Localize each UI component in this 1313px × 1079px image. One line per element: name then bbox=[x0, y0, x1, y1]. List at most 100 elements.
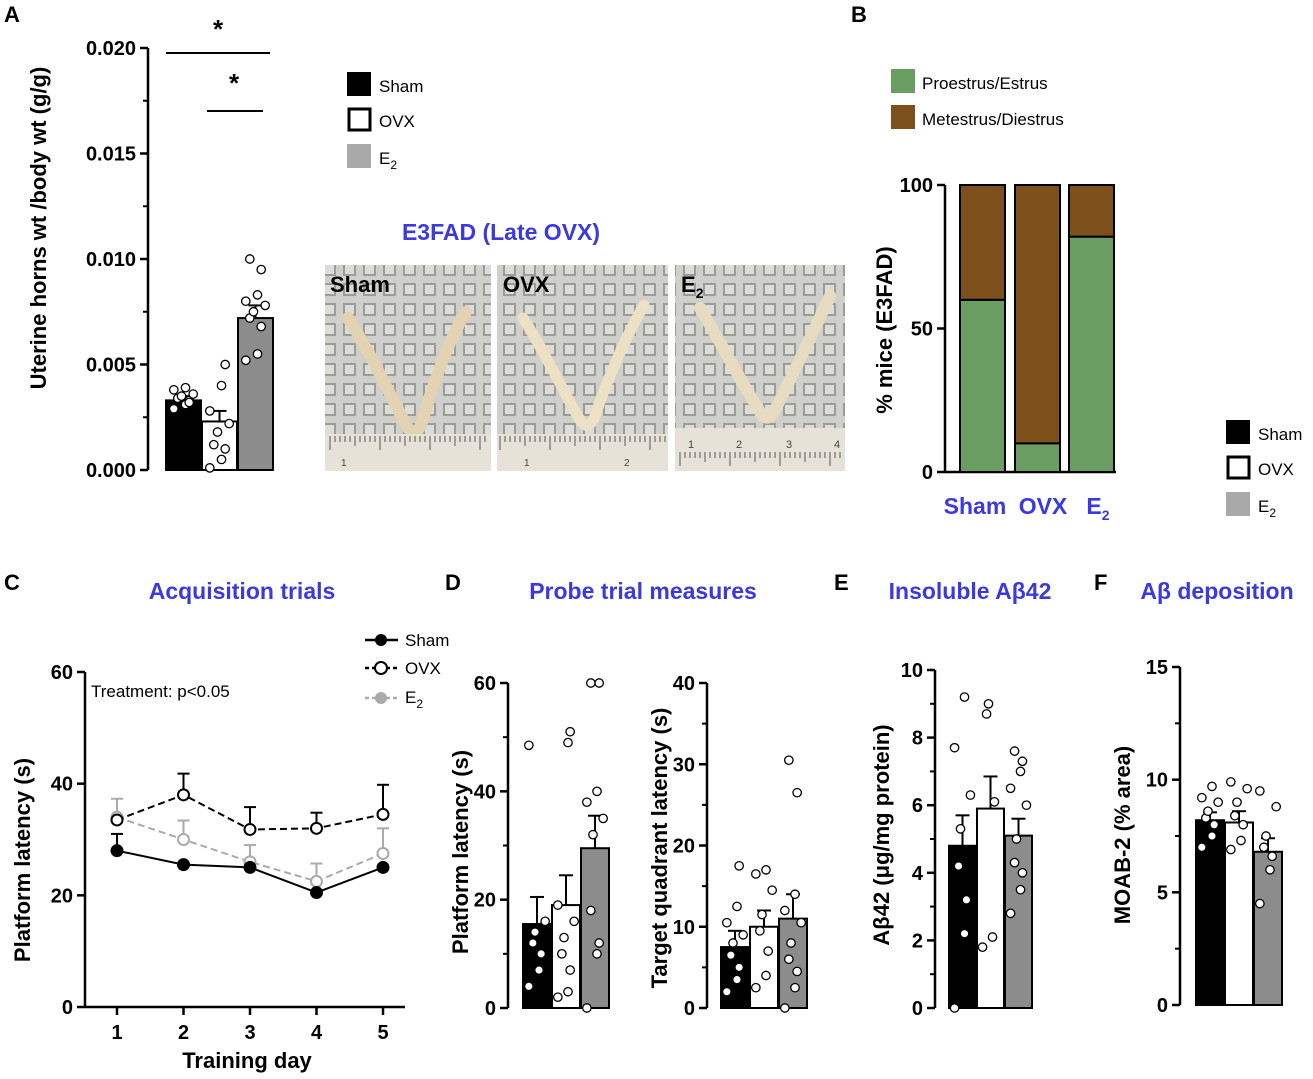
panel-letter-b: B bbox=[851, 2, 867, 27]
y-tick-label: 20 bbox=[51, 885, 73, 907]
legend-swatch-sham bbox=[347, 72, 371, 96]
y-tick-label: 0.015 bbox=[86, 144, 136, 166]
bar-ovx-proestrus bbox=[1014, 442, 1061, 473]
x-tick-label: 5 bbox=[377, 1022, 388, 1044]
chart-d2: 0 10 20 30 40 Target quadrant latency (s) bbox=[647, 673, 808, 1020]
y-tick-label: 10 bbox=[901, 660, 923, 682]
bar-sham-metestrus bbox=[959, 184, 1006, 301]
bar-e2-proestrus bbox=[1068, 235, 1115, 473]
data-point bbox=[989, 796, 1000, 807]
data-point bbox=[243, 860, 257, 874]
data-point bbox=[536, 948, 547, 959]
data-point bbox=[783, 954, 794, 965]
bar-sham-proestrus bbox=[959, 298, 1006, 473]
data-point bbox=[734, 860, 745, 871]
y-tick-label: 0 bbox=[62, 997, 73, 1019]
data-point bbox=[732, 974, 742, 985]
sig-star-2: * bbox=[229, 68, 240, 98]
legend-swatch-e2 bbox=[347, 144, 371, 168]
data-point bbox=[530, 927, 540, 938]
bar-ovx bbox=[976, 807, 1005, 1010]
y-tick-label: 0.000 bbox=[86, 460, 136, 482]
data-point bbox=[523, 981, 534, 992]
chart-a: 0.000 0.005 0.010 0.015 0.020 Uterine horns … bbox=[26, 14, 274, 482]
panel-b: B Proestrus/Estrus Metestrus/Diestrus 0 5… bbox=[851, 2, 1302, 523]
chart-d1: 0 20 40 60 Platform latency (s) bbox=[448, 673, 610, 1020]
data-point bbox=[763, 946, 774, 956]
legend-b2-swatch-ovx bbox=[1226, 455, 1251, 480]
y-tick-label: 10 bbox=[1146, 770, 1168, 792]
data-point bbox=[176, 391, 187, 401]
data-point bbox=[563, 737, 573, 748]
data-point bbox=[732, 901, 742, 912]
chart-c: 0 20 40 60 1 2 3 4 5 Platform latency (s) Traini… bbox=[10, 662, 405, 1073]
data-point bbox=[1209, 819, 1220, 830]
ruler-e2-num-3: 3 bbox=[786, 439, 792, 451]
y-tick-label: 40 bbox=[474, 781, 496, 803]
x-tick-label: 3 bbox=[244, 1022, 255, 1044]
panel-e: E Insoluble Aβ42 0 2 4 6 8 10 Aβ42 (μg/mg pro… bbox=[834, 570, 1051, 1020]
chart-c-title: Acquisition trials bbox=[149, 578, 336, 604]
chart-b-xlabel-sham: Sham bbox=[944, 493, 1007, 519]
chart-e: 0 2 4 6 8 10 Aβ42 (μg/mg protein) bbox=[869, 660, 1033, 1020]
data-point bbox=[1267, 851, 1278, 862]
y-tick-label: 4 bbox=[912, 863, 924, 885]
data-point bbox=[569, 916, 580, 927]
panel-c: C Acquisition trials 0 20 40 60 1 2 3 4 5 Platfo… bbox=[4, 570, 449, 1073]
data-point bbox=[1009, 746, 1020, 756]
chart-b-xlabel-e2: E2 bbox=[1086, 493, 1109, 523]
data-point bbox=[721, 917, 732, 928]
data-point bbox=[750, 982, 761, 993]
ruler-e2-ticks bbox=[679, 452, 841, 466]
data-point bbox=[790, 889, 800, 900]
data-point bbox=[204, 406, 215, 416]
panel-letter-e: E bbox=[834, 570, 849, 595]
data-point bbox=[184, 397, 195, 408]
data-point bbox=[216, 380, 227, 391]
chart-b-x-labels: Sham OVX E2 bbox=[944, 493, 1110, 523]
legend-b: Proestrus/Estrus Metestrus/Diestrus bbox=[891, 69, 1064, 129]
data-point bbox=[977, 942, 988, 953]
chart-a-significance: * * bbox=[166, 14, 270, 112]
legend-swatch-metestrus bbox=[891, 105, 915, 129]
legend-b2-label-sham: Sham bbox=[1258, 425, 1302, 444]
bar-sham bbox=[948, 844, 977, 1010]
data-point bbox=[1005, 908, 1016, 919]
chart-d2-axes: 0 10 20 30 40 bbox=[673, 673, 709, 1020]
data-point bbox=[779, 1003, 790, 1013]
data-point bbox=[725, 950, 736, 961]
chart-a-axes: 0.000 0.005 0.010 0.015 0.020 bbox=[86, 38, 150, 482]
chart-b: 0 50 100 % mice (E3FAD) Sham OVX E2 bbox=[872, 175, 1116, 523]
legend-label-sham: Sham bbox=[379, 77, 423, 96]
photo-sham: 1 Sham bbox=[325, 265, 491, 471]
data-point bbox=[540, 916, 551, 927]
chart-b-y-title: % mice (E3FAD) bbox=[872, 246, 897, 414]
data-point bbox=[1021, 800, 1032, 811]
data-point bbox=[594, 678, 605, 688]
data-point bbox=[1271, 801, 1282, 812]
data-point bbox=[1011, 834, 1022, 844]
y-tick-label: 0.020 bbox=[86, 38, 136, 60]
data-point bbox=[1203, 806, 1213, 817]
ruler-ovx-num-2: 2 bbox=[624, 458, 630, 469]
data-point bbox=[598, 813, 609, 824]
data-point bbox=[559, 932, 569, 943]
data-point bbox=[556, 948, 567, 959]
panel-letter-d: D bbox=[445, 570, 461, 595]
ruler-sham-num-1: 1 bbox=[341, 458, 347, 469]
chart-a-bars bbox=[165, 254, 274, 473]
data-point bbox=[592, 948, 602, 959]
data-point bbox=[786, 938, 796, 948]
ruler-e2-num-4: 4 bbox=[834, 439, 840, 451]
chart-d1-y-title: Platform latency (s) bbox=[448, 750, 473, 954]
photo-panel-title: E3FAD (Late OVX) bbox=[402, 219, 600, 245]
data-point bbox=[1225, 844, 1236, 855]
data-point bbox=[168, 403, 179, 414]
bar-e2 bbox=[237, 317, 274, 471]
chart-d1-axes: 0 20 40 60 bbox=[474, 673, 510, 1020]
data-point bbox=[1207, 781, 1217, 792]
y-tick-label: 40 bbox=[51, 774, 73, 796]
data-point bbox=[552, 992, 563, 1003]
data-point bbox=[1015, 884, 1026, 895]
data-point bbox=[376, 860, 390, 874]
